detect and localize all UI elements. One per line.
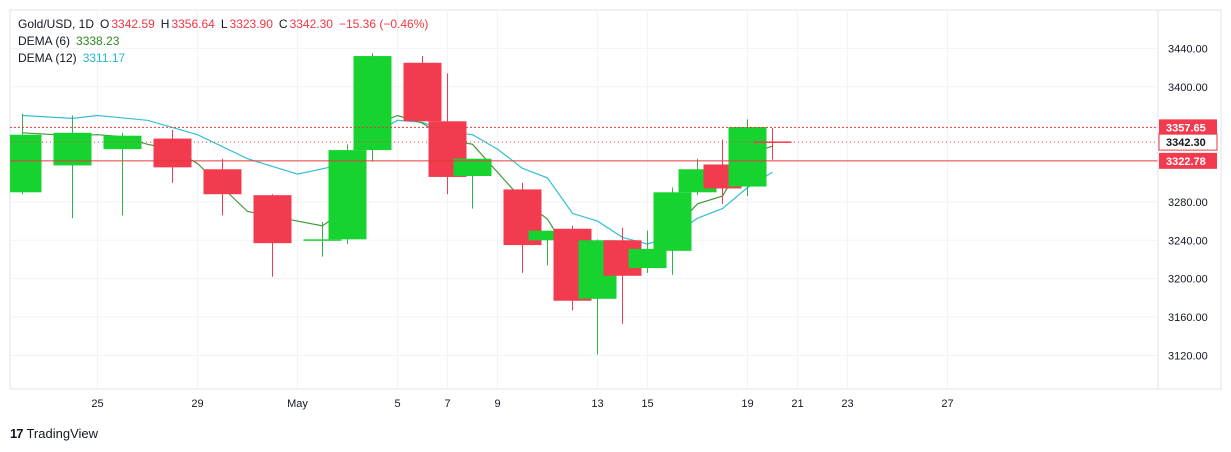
candle	[353, 53, 392, 162]
high-value: 3356.64	[171, 17, 215, 31]
tradingview-logo: 17	[10, 426, 24, 441]
candle	[753, 128, 792, 160]
candle	[628, 230, 667, 273]
candle	[728, 119, 767, 197]
candle-body	[328, 150, 367, 240]
y-tick-label: 3160.00	[1168, 312, 1208, 324]
dema6-label: DEMA (6)	[18, 34, 71, 48]
y-tick-label: 3280.00	[1168, 197, 1208, 209]
dema6-value: 3338.23	[76, 34, 120, 48]
candle	[603, 227, 642, 324]
candle	[153, 129, 192, 183]
candle-body	[303, 239, 342, 241]
tradingview-brand[interactable]: 17 TradingView	[10, 426, 98, 441]
hline-label: 3322.78	[1166, 156, 1206, 168]
x-tick-label: 9	[494, 398, 500, 410]
candle-body	[728, 127, 767, 187]
brand-text: TradingView	[26, 426, 99, 441]
close-label: C	[278, 17, 288, 31]
candle	[428, 73, 467, 195]
candle-body	[10, 134, 42, 193]
candle	[203, 158, 242, 216]
y-tick-label: 3400.00	[1168, 82, 1208, 94]
candle-body	[653, 192, 692, 251]
grid	[9, 9, 1222, 390]
change-value: −15.36 (−0.46%)	[338, 17, 429, 31]
candle	[303, 222, 342, 257]
x-tick-label: 23	[841, 398, 853, 410]
candle	[103, 132, 142, 216]
ohlc-row: Gold/USD, 1D O 3342.59 H 3356.64 L 3323.90 C 334…	[18, 16, 428, 33]
candle-body	[253, 195, 292, 244]
candle	[453, 158, 492, 209]
x-tick-label: 29	[191, 398, 203, 410]
candle	[328, 144, 367, 245]
x-tick-label: 7	[444, 398, 450, 410]
symbol-label[interactable]: Gold/USD, 1D	[18, 17, 95, 31]
candle-body	[53, 132, 92, 166]
open-value: 3342.59	[111, 17, 155, 31]
high-label: H	[160, 17, 170, 31]
candle-body	[628, 248, 667, 269]
candle	[403, 56, 442, 122]
y-tick-label: 3200.00	[1168, 274, 1208, 286]
x-tick-label: 21	[791, 398, 803, 410]
x-tick-label: 13	[591, 398, 603, 410]
candle	[10, 113, 42, 195]
low-value: 3323.90	[229, 17, 273, 31]
current-price-label: 3342.30	[1166, 137, 1206, 149]
axes: 3120.00 3160.00 3200.00 3240.00 3280.00 3400.…	[10, 10, 1221, 410]
candle	[528, 230, 567, 266]
candle-body	[153, 138, 192, 168]
candle	[53, 115, 92, 219]
current-price-box	[1158, 133, 1218, 151]
candle	[503, 182, 542, 273]
x-tick-label: 27	[941, 398, 953, 410]
candle-body	[353, 56, 392, 151]
hline-label: 3357.65	[1166, 122, 1206, 134]
x-tick-label: 19	[741, 398, 753, 410]
dema6-row[interactable]: DEMA (6) 3338.23	[18, 33, 428, 50]
x-tick-label: 5	[394, 398, 400, 410]
y-tick-label: 3240.00	[1168, 235, 1208, 247]
candle	[253, 194, 292, 277]
x-tick-label: May	[287, 398, 308, 410]
dema12-label: DEMA (12)	[18, 51, 77, 65]
candle-body	[528, 230, 567, 241]
candle-body	[453, 158, 492, 176]
open-label: O	[100, 17, 110, 31]
candle	[653, 187, 692, 275]
hline-label-box	[1159, 152, 1217, 169]
candle-body	[403, 62, 442, 122]
candles	[10, 53, 792, 355]
dema12-row[interactable]: DEMA (12) 3311.17	[18, 50, 428, 67]
dema12-value: 3311.17	[82, 51, 126, 65]
x-tick-label: 25	[91, 398, 103, 410]
candle-body	[753, 141, 792, 143]
hline-label-box	[1159, 119, 1217, 136]
x-tick-label: 15	[641, 398, 653, 410]
candle-body	[203, 169, 242, 195]
low-label: L	[220, 17, 228, 31]
chart-legend: Gold/USD, 1D O 3342.59 H 3356.64 L 3323.90 C 334…	[18, 16, 428, 67]
y-tick-label: 3440.00	[1168, 43, 1208, 55]
close-value: 3342.30	[289, 17, 333, 31]
horizontal-lines: 3357.65 3322.78 3342.30	[10, 119, 1218, 169]
y-tick-label: 3120.00	[1168, 350, 1208, 362]
